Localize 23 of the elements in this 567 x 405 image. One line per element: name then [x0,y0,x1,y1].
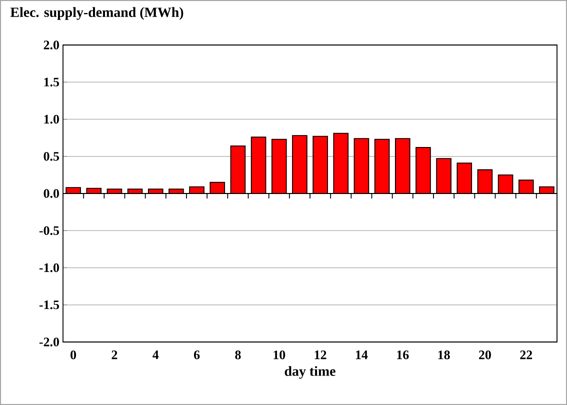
x-tick-label: 2 [112,350,118,360]
y-axis-title: Elec. supply-demand (MWh) [10,7,184,20]
y-tick-label: -1.5 [39,300,60,310]
x-tick-label: 12 [314,350,326,360]
x-axis-title: day time [284,366,336,379]
y-tick-label: 0.0 [44,189,59,198]
x-tick-label: 0 [70,350,76,360]
y-tick-label: 0.5 [44,152,60,161]
x-tick-label: 14 [356,350,368,360]
x-tick-label: 10 [274,350,286,360]
y-tick-label: -2.0 [39,338,59,346]
y-tick-label: 2.0 [44,40,59,50]
x-tick-label: 8 [235,350,241,360]
x-tick-label: 22 [520,350,532,360]
y-tick-label: 1.5 [44,78,60,86]
y-tick-label: -1.0 [39,263,59,272]
x-tick-label: 6 [194,350,200,360]
y-tick-label: -0.5 [39,226,60,236]
x-tick-label: 18 [438,350,450,360]
x-tick-label: 16 [397,350,409,360]
x-tick-label: 4 [152,350,159,360]
y-tick-label: 1.0 [44,114,59,124]
x-tick-label: 20 [479,350,491,360]
